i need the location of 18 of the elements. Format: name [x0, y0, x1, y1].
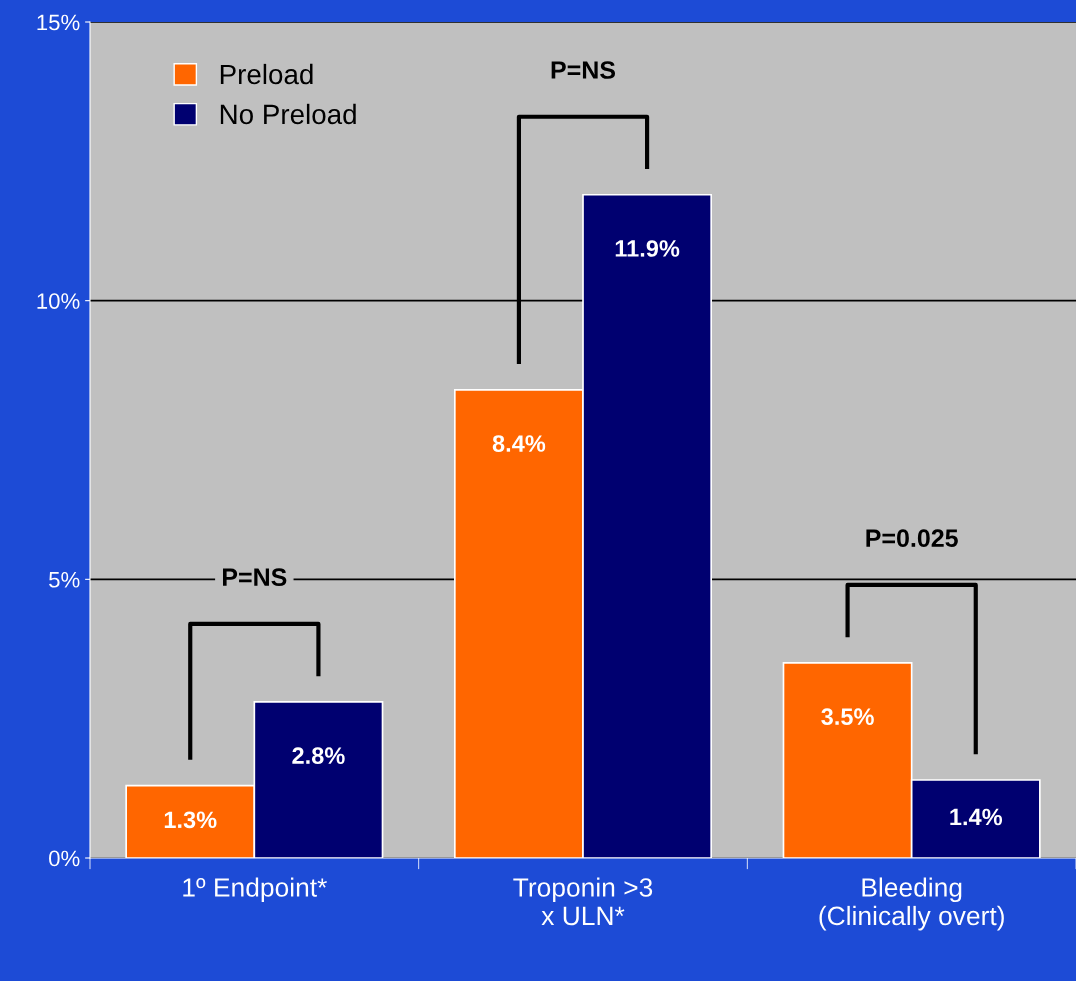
y-tick-label: 15%	[37, 14, 80, 31]
legend-label: Preload	[220, 63, 313, 85]
data-label: 3.5%	[821, 708, 874, 726]
data-label: 1.3%	[164, 811, 217, 829]
y-tick-label: 0%	[49, 850, 80, 867]
x-tick-label: 1º Endpoint*	[183, 877, 327, 903]
legend-label: No Preload	[220, 103, 356, 125]
x-tick-label: Troponin >3 x ULN*	[513, 877, 653, 926]
data-label: 11.9%	[615, 240, 680, 257]
y-tick-label: 10%	[37, 293, 80, 309]
data-label: 8.4%	[492, 435, 546, 452]
data-label: 1.4%	[950, 808, 1003, 826]
annotation: P=0.025	[866, 529, 958, 548]
y-tick-label: 5%	[49, 571, 80, 588]
annotation: P=NS	[551, 61, 616, 79]
x-tick-label: Bleeding (Clinically overt)	[819, 877, 1004, 931]
data-label: 2.8%	[292, 747, 345, 765]
annotation: P=NS	[223, 568, 287, 587]
